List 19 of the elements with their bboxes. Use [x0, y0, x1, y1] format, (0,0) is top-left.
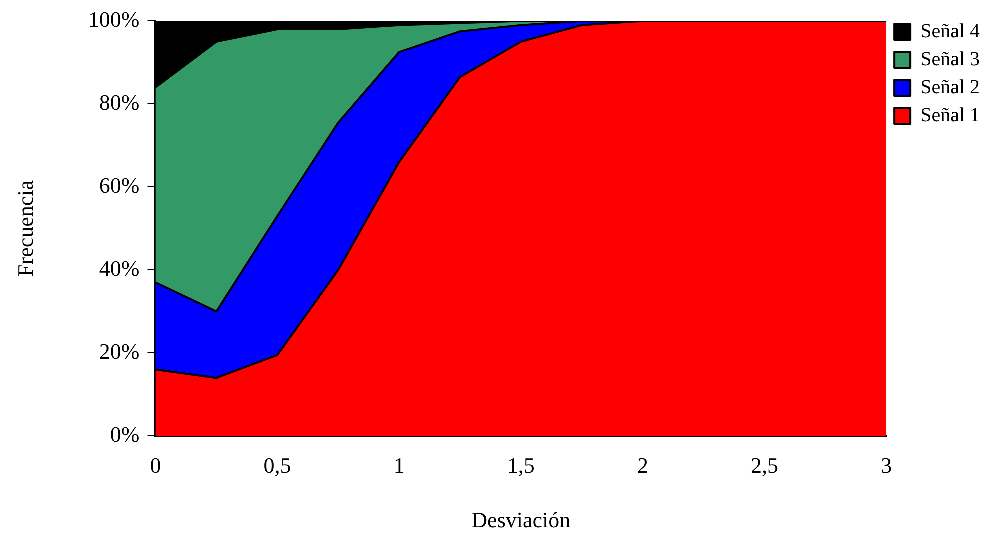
y-tick-label: 100%: [88, 6, 140, 32]
legend-label: Señal 4: [920, 20, 980, 42]
x-tick-label: 1,5: [507, 453, 535, 478]
legend-label: Señal 3: [920, 48, 980, 70]
y-tick-label: 0%: [110, 422, 140, 447]
y-tick-label: 20%: [99, 338, 140, 364]
legend-label: Señal 2: [920, 76, 980, 98]
x-tick-label: 2: [637, 453, 648, 478]
x-tick-label: 3: [881, 453, 892, 478]
x-tick-label: 0: [150, 453, 162, 478]
x-tick-label: 2,5: [751, 453, 779, 478]
x-axis-title: Desviación: [472, 508, 571, 533]
y-tick-label: 60%: [99, 172, 140, 198]
x-tick-label: 0,5: [264, 453, 292, 478]
legend-label: Señal 1: [920, 104, 980, 126]
x-tick-label: 1: [394, 453, 405, 478]
y-axis-title: Frecuencia: [12, 180, 38, 277]
y-tick-label: 80%: [99, 90, 140, 115]
y-tick-label: 40%: [99, 256, 140, 281]
